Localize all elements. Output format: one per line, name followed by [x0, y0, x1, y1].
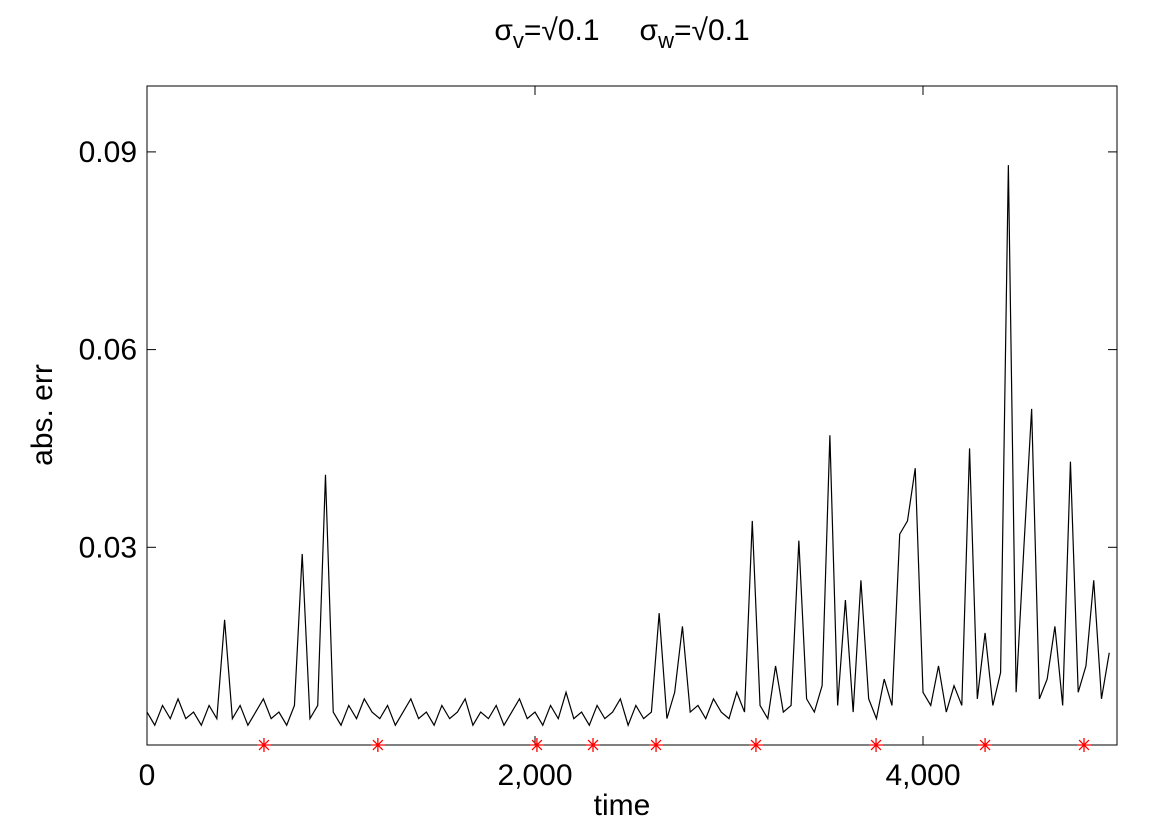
star-marker	[586, 738, 601, 752]
star-marker	[1077, 738, 1092, 752]
star-marker	[869, 738, 884, 752]
star-marker	[529, 738, 544, 752]
title-symbol: σ	[494, 14, 513, 47]
x-tick-label: 0	[139, 759, 156, 792]
title-text: =√0.1	[674, 14, 750, 47]
title-subscript: v	[513, 28, 524, 53]
star-marker	[748, 738, 763, 752]
star-marker	[649, 738, 664, 752]
x-tick-label: 2,000	[497, 759, 572, 792]
x-axis-label: time	[594, 789, 651, 822]
title-symbol: σ	[640, 14, 659, 47]
star-marker	[370, 738, 385, 752]
y-tick-label: 0.09	[79, 136, 137, 169]
chart-title: σv=√0.1 σw=√0.1	[494, 14, 749, 53]
data-line	[146, 165, 1110, 728]
title-subscript: w	[657, 28, 674, 53]
star-marker	[256, 738, 271, 752]
star-marker	[978, 738, 993, 752]
y-tick-label: 0.06	[79, 334, 137, 367]
plot-frame	[146, 85, 1118, 746]
title-text: =√0.1	[524, 14, 600, 47]
x-tick-label: 4,000	[885, 759, 960, 792]
y-tick-label: 0.03	[79, 531, 137, 564]
y-axis-label: abs. err	[26, 364, 59, 466]
